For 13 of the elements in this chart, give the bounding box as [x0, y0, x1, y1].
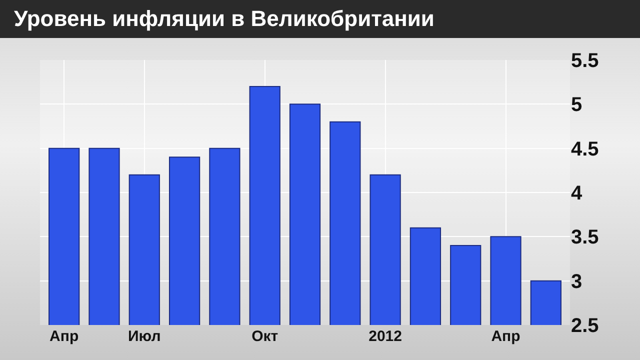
- y-tick-label: 2.5: [571, 315, 599, 337]
- chart-title: Уровень инфляции в Великобритании: [0, 0, 640, 38]
- x-tick-label: Июл: [128, 328, 161, 345]
- y-tick-label: 4.5: [571, 138, 599, 160]
- x-tick-label: Апр: [50, 328, 79, 345]
- x-tick-label: Апр: [491, 328, 520, 345]
- y-tick-label: 3: [571, 270, 582, 293]
- x-tick-label: Окт: [252, 328, 278, 345]
- x-tick-label: 2012: [368, 328, 402, 345]
- y-tick-label: 5.5: [571, 50, 599, 72]
- y-tick-label: 3.5: [571, 226, 599, 249]
- y-tick-label: 4: [571, 182, 583, 204]
- y-tick-label: 5: [571, 94, 582, 116]
